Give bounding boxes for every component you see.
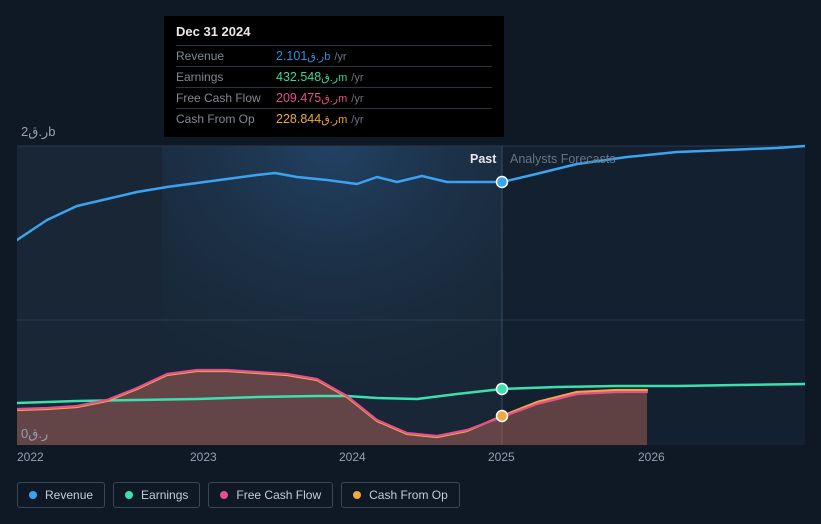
tooltip-row-suffix: /yr [351, 93, 363, 105]
x-axis-label: 2024 [339, 450, 366, 464]
tooltip-row-label: Free Cash Flow [176, 91, 276, 105]
x-axis-label: 2023 [190, 450, 217, 464]
tooltip-row-value: 228.844ر.قm [276, 112, 347, 126]
tooltip-row-value: 432.548ر.قm [276, 70, 347, 84]
chart-area[interactable]: ر.ق2b ر.ق0 [17, 120, 805, 460]
line-chart-svg [17, 120, 805, 445]
legend-dot-icon [220, 491, 228, 499]
tooltip-date: Dec 31 2024 [176, 24, 492, 39]
legend-dot-icon [125, 491, 133, 499]
tooltip: Dec 31 2024 Revenue2.101ر.قb/yrEarnings4… [164, 16, 504, 137]
y-axis-top-label: ر.ق2b [21, 124, 55, 140]
tooltip-row: Earnings432.548ر.قm/yr [176, 66, 492, 87]
legend-item[interactable]: Revenue [17, 482, 105, 508]
tooltip-row-label: Cash From Op [176, 112, 276, 126]
period-past-label: Past [470, 152, 496, 166]
tooltip-row-value: 2.101ر.قb [276, 49, 330, 63]
legend-item[interactable]: Cash From Op [341, 482, 460, 508]
x-axis-labels: 2022 2023 2024 2025 2026 [17, 450, 805, 470]
tooltip-row-suffix: /yr [351, 72, 363, 84]
tooltip-rows: Revenue2.101ر.قb/yrEarnings432.548ر.قm/y… [176, 45, 492, 129]
tooltip-row-label: Revenue [176, 49, 276, 63]
tooltip-row-suffix: /yr [334, 51, 346, 63]
legend-label: Revenue [45, 488, 93, 502]
tooltip-row: Free Cash Flow209.475ر.قm/yr [176, 87, 492, 108]
legend: Revenue Earnings Free Cash Flow Cash From O… [17, 482, 460, 508]
y-axis-bottom-label: ر.ق0 [21, 426, 48, 442]
legend-label: Free Cash Flow [236, 488, 321, 502]
legend-dot-icon [353, 491, 361, 499]
legend-label: Cash From Op [369, 488, 448, 502]
period-forecast-label: Analysts Forecasts [510, 152, 616, 166]
x-axis-label: 2026 [638, 450, 665, 464]
tooltip-row-suffix: /yr [351, 114, 363, 126]
tooltip-row-value: 209.475ر.قm [276, 91, 347, 105]
legend-dot-icon [29, 491, 37, 499]
tooltip-row: Revenue2.101ر.قb/yr [176, 45, 492, 66]
legend-label: Earnings [141, 488, 188, 502]
legend-item[interactable]: Earnings [113, 482, 200, 508]
legend-item[interactable]: Free Cash Flow [208, 482, 333, 508]
x-axis-label: 2025 [488, 450, 515, 464]
x-axis-label: 2022 [17, 450, 44, 464]
tooltip-row: Cash From Op228.844ر.قm/yr [176, 108, 492, 129]
tooltip-row-label: Earnings [176, 70, 276, 84]
